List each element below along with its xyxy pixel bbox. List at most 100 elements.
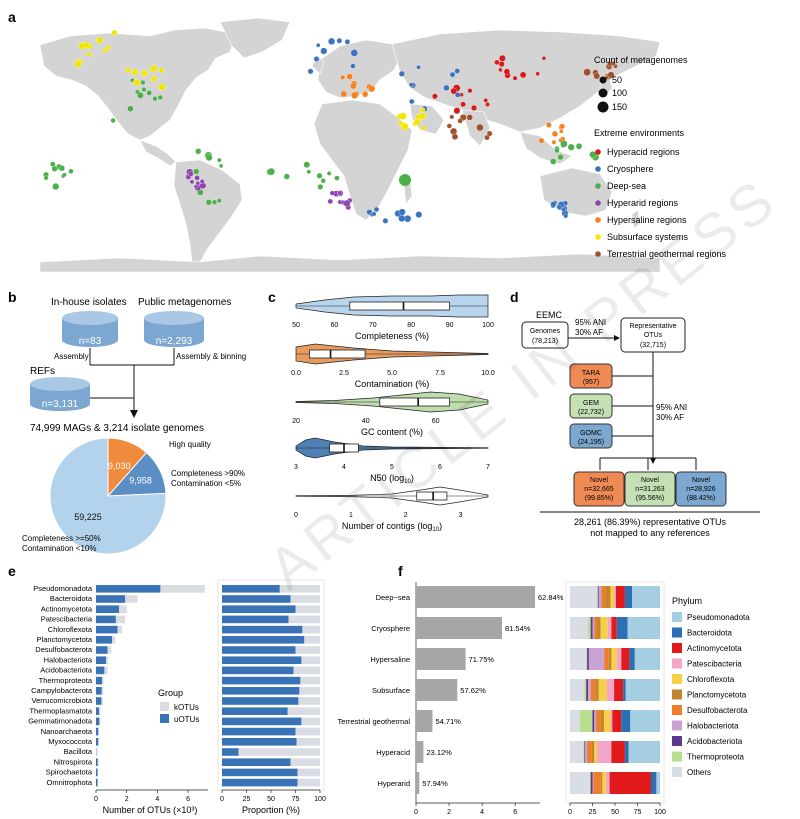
violin-tick-1-2: 5.0 xyxy=(387,370,397,377)
sample-point xyxy=(362,91,369,98)
e-prop-kotus-8 xyxy=(293,666,320,675)
phylum-legend: Pseudomonadota Bacteroidota Actinomycetota… xyxy=(672,612,750,777)
f-stack-1-8 xyxy=(590,617,593,639)
f-category-0: Deep−sea xyxy=(376,593,411,602)
f-stack-3-9 xyxy=(584,679,587,701)
f-stack-2-0 xyxy=(634,648,660,670)
sample-point xyxy=(83,42,90,49)
violin-tick-0-4: 90 xyxy=(446,322,454,329)
e-bar-uotus-9 xyxy=(96,676,103,685)
f-stack-2-7 xyxy=(588,648,605,670)
sample-point xyxy=(446,123,452,129)
f-stack-5-3 xyxy=(597,741,612,763)
phylum-swatch-7 xyxy=(672,720,682,731)
sample-point xyxy=(454,68,460,74)
genomes-box xyxy=(521,321,569,349)
f-stack-1-3 xyxy=(607,617,612,639)
sample-point xyxy=(306,169,312,175)
e-category-8: Acidobacteriota xyxy=(40,666,93,675)
env-legend-dot-6 xyxy=(595,251,601,257)
violin-tick-0-3: 80 xyxy=(407,322,415,329)
e-bar-kotus-13 xyxy=(99,717,101,726)
f-bar-2 xyxy=(416,648,466,670)
size-legend-dot-small xyxy=(599,76,607,84)
e-bar-uotus-4 xyxy=(96,625,118,634)
sample-point xyxy=(476,123,484,132)
e-xlabel: Number of OTUs (×10³) xyxy=(103,805,198,815)
pie-label-1: 9,958 xyxy=(129,476,152,486)
sample-point xyxy=(408,82,414,87)
sample-point xyxy=(483,98,488,103)
sample-point-large xyxy=(399,174,411,186)
violin-xlabel-3: N50 (log10) xyxy=(370,473,414,485)
sample-point xyxy=(607,71,615,79)
sample-point xyxy=(137,91,144,99)
f-stack-1-7 xyxy=(592,617,595,639)
sample-point xyxy=(146,90,152,96)
f-bar-5 xyxy=(416,741,424,763)
env-legend-label-4: Hypersaline regions xyxy=(607,215,687,225)
sample-point xyxy=(328,37,336,45)
e-category-13: Gemmatimonadota xyxy=(28,717,93,726)
e-prop-uotus-0 xyxy=(222,585,280,593)
db-cylinder-public: n=2,293 xyxy=(144,311,204,347)
sample-point xyxy=(133,78,141,87)
f-stack-6-9 xyxy=(589,772,591,794)
panel-label-a: a xyxy=(8,9,16,25)
size-legend-150: 150 xyxy=(612,102,627,112)
refs-count: n=3,131 xyxy=(42,399,79,410)
e-category-17: Nitrospirota xyxy=(54,757,93,766)
sample-point xyxy=(62,172,67,178)
sample-point xyxy=(583,68,591,76)
sample-point xyxy=(415,211,423,218)
f-stack-1-4 xyxy=(600,617,608,639)
sample-point xyxy=(194,175,200,181)
sample-point xyxy=(195,148,202,155)
f-stack-4-4 xyxy=(604,710,611,732)
e-prop-uotus-5 xyxy=(222,636,305,644)
e-category-2: Actinomycetota xyxy=(41,604,93,613)
f-stack-2-3 xyxy=(616,648,622,670)
sample-point xyxy=(158,67,165,73)
sample-point xyxy=(127,105,134,112)
e-category-14: Nanoarchaeota xyxy=(41,727,93,736)
f-stack-6-4 xyxy=(602,772,606,794)
e-category-11: Verrucomicrobiota xyxy=(32,696,93,705)
e-bar-kotus-1 xyxy=(125,595,138,603)
sample-point xyxy=(559,129,564,134)
f-bar-3 xyxy=(416,679,458,701)
sample-point xyxy=(494,59,500,66)
db-cylinder-refs: n=3,131 xyxy=(30,377,90,411)
continent-new-zealand xyxy=(631,209,641,229)
sample-point xyxy=(551,139,557,145)
e-bar-kotus-15 xyxy=(98,738,100,746)
e-category-15: Myxococcota xyxy=(48,737,93,746)
sample-point xyxy=(498,61,505,68)
sample-point xyxy=(317,184,324,190)
legend-uotus: uOTUs xyxy=(174,715,199,724)
f-stack-0-2 xyxy=(615,586,625,608)
f-stack-2-8 xyxy=(587,648,589,670)
novel-tara-n: n=32,665 xyxy=(584,486,613,493)
f-stack-5-0 xyxy=(628,741,660,763)
ref-gem-name: GEM xyxy=(583,400,599,407)
sample-point xyxy=(320,47,328,55)
sample-point xyxy=(131,68,138,76)
legend-swatch-kotus xyxy=(160,702,169,711)
e-bar-uotus-7 xyxy=(96,656,106,664)
b-connector-lines xyxy=(86,348,175,410)
public-title: Public metagenomes xyxy=(138,297,231,308)
phylum-label-1: Bacteroidota xyxy=(687,629,732,638)
e-bar-kotus-5 xyxy=(112,636,116,644)
f-bar-label-3: 57.62% xyxy=(460,686,486,695)
f-stack-3-2 xyxy=(614,679,624,701)
phylum-label-0: Pseudomonadota xyxy=(687,613,750,622)
sample-point xyxy=(373,206,380,213)
violin-tick-3-3: 6 xyxy=(438,464,442,471)
panel-e-charts: PseudomonadotaBacteroidotaActinomycetota… xyxy=(28,579,326,815)
violin-box-0 xyxy=(349,301,450,311)
f-stack-1-10 xyxy=(570,617,588,639)
sample-point xyxy=(350,63,356,69)
continent-arabia xyxy=(409,103,445,135)
sample-point xyxy=(58,165,65,172)
